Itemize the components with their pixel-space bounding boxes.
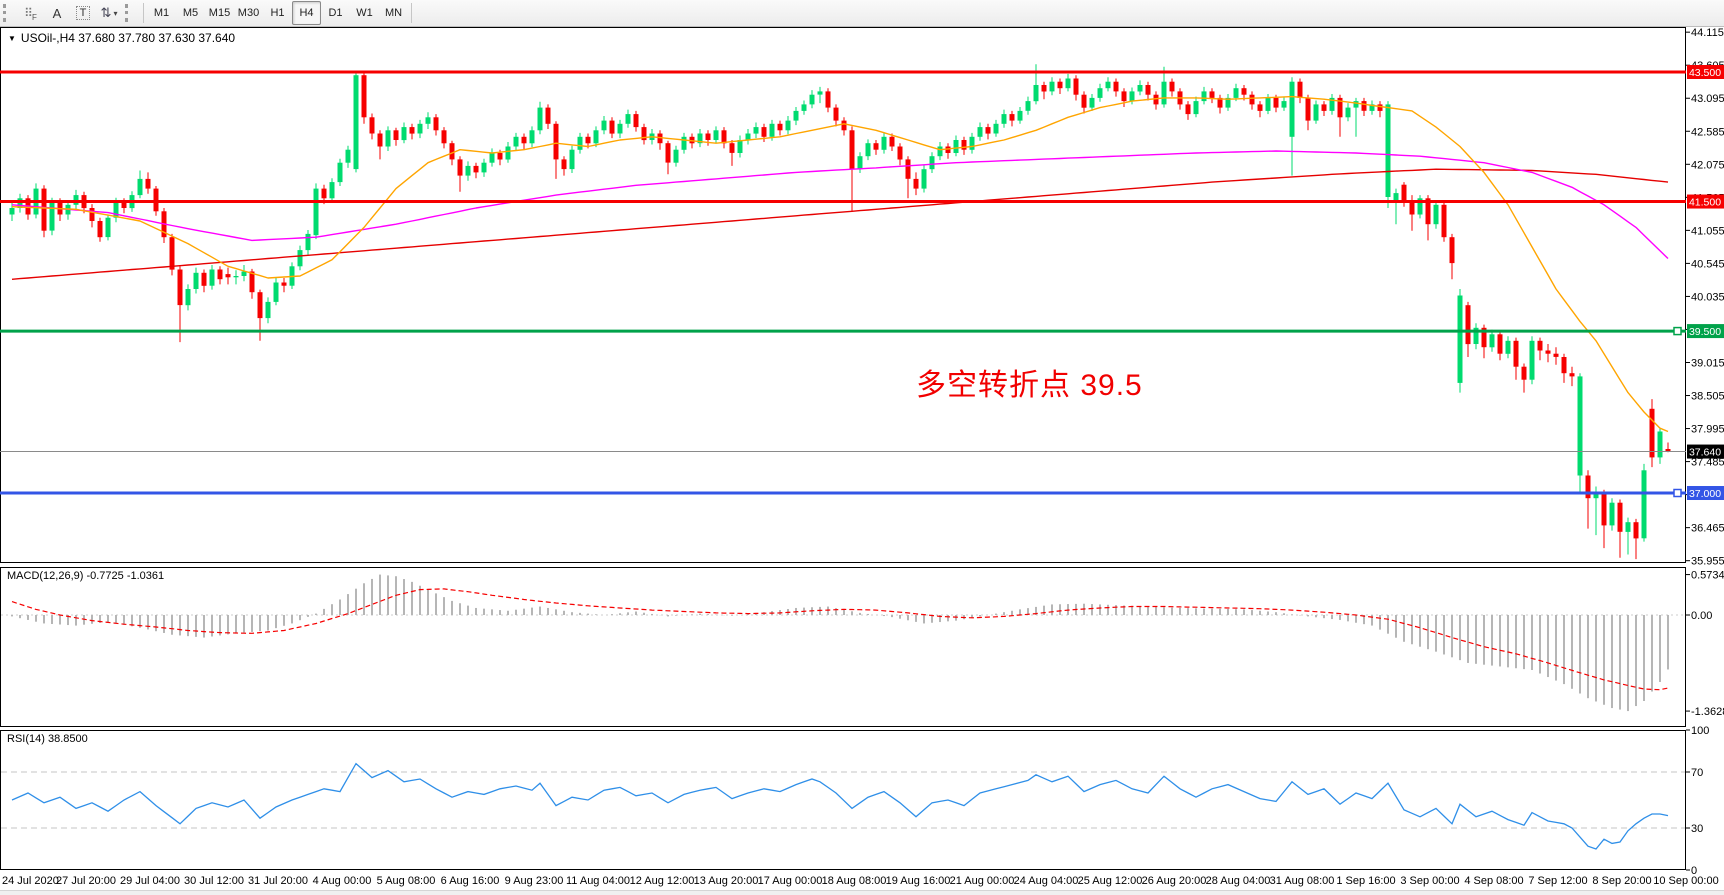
svg-text:43.095: 43.095	[1691, 93, 1724, 105]
svg-text:39.015: 39.015	[1691, 357, 1724, 369]
svg-text:8 Sep 20:00: 8 Sep 20:00	[1592, 875, 1651, 887]
svg-text:36.465: 36.465	[1691, 523, 1724, 535]
hline-handle-39.500[interactable]	[1673, 326, 1682, 336]
chart-annotation-text[interactable]: 多空转折点 39.5	[916, 369, 1143, 402]
svg-text:0.00: 0.00	[1691, 610, 1712, 622]
toolbar-drag-handle[interactable]	[3, 4, 14, 22]
svg-text:70: 70	[1691, 767, 1703, 779]
svg-text:0: 0	[1691, 865, 1697, 877]
horizontal-scrollbar[interactable]	[0, 890, 1724, 895]
ma-mid-magenta	[11, 150, 1669, 260]
timeframe-button-H4[interactable]: H4	[292, 1, 321, 25]
svg-text:42.075: 42.075	[1691, 159, 1724, 171]
svg-text:30: 30	[1691, 823, 1703, 835]
toolbar-icon-group: ⠿ F A T ⇅ ▾	[18, 1, 122, 25]
svg-text:18 Aug 08:00: 18 Aug 08:00	[822, 875, 887, 887]
svg-text:17 Aug 00:00: 17 Aug 00:00	[758, 875, 823, 887]
svg-text:44.115: 44.115	[1691, 27, 1724, 39]
svg-text:1 Sep 16:00: 1 Sep 16:00	[1336, 875, 1395, 887]
svg-text:10 Sep 00:00: 10 Sep 00:00	[1653, 875, 1718, 887]
toolbar-drag-handle-2[interactable]	[125, 4, 136, 22]
svg-text:29 Jul 04:00: 29 Jul 04:00	[120, 875, 180, 887]
macd-signal-line	[11, 588, 1669, 691]
timeframe-button-D1[interactable]: D1	[328, 7, 343, 19]
macd-indicator-label: MACD(12,26,9) -0.7725 -1.0361	[7, 570, 165, 582]
timeframe-button-group: M1 M5 M15 M30 H1 H4 D1 W1 MN	[147, 1, 408, 25]
svg-text:28 Aug 04:00: 28 Aug 04:00	[1206, 875, 1271, 887]
svg-text:19 Aug 16:00: 19 Aug 16:00	[886, 875, 951, 887]
timeframe-button-MN[interactable]: MN	[384, 7, 403, 19]
svg-text:40.545: 40.545	[1691, 258, 1724, 270]
pointer-a-icon[interactable]: A	[52, 5, 62, 21]
crosshair-arrows-icon-sub: ▾	[113, 8, 118, 18]
svg-text:0.5734: 0.5734	[1691, 570, 1724, 582]
svg-text:24 Jul 2020: 24 Jul 2020	[2, 875, 59, 887]
svg-text:100: 100	[1691, 725, 1709, 737]
svg-text:27 Jul 20:00: 27 Jul 20:00	[56, 875, 116, 887]
svg-text:13 Aug 20:00: 13 Aug 20:00	[694, 875, 759, 887]
svg-text:40.035: 40.035	[1691, 291, 1724, 303]
hline-handle-37.000[interactable]	[1673, 488, 1682, 498]
svg-text:41.055: 41.055	[1691, 225, 1724, 237]
text-tool-icon[interactable]: T	[70, 1, 96, 25]
grid-f-icon[interactable]: ⠿ F	[24, 6, 37, 22]
svg-text:3 Sep 00:00: 3 Sep 00:00	[1400, 875, 1459, 887]
svg-text:31 Aug 08:00: 31 Aug 08:00	[1270, 875, 1335, 887]
horizontal-levels	[0, 70, 1686, 498]
svg-text:37.485: 37.485	[1691, 457, 1724, 469]
toolbar-separator-2	[411, 3, 412, 23]
crosshair-arrows-icon[interactable]: ⇅ ▾	[100, 5, 118, 21]
svg-text:31 Jul 20:00: 31 Jul 20:00	[248, 875, 308, 887]
svg-text:26 Aug 20:00: 26 Aug 20:00	[1142, 875, 1207, 887]
rsi-indicator-label: RSI(14) 38.8500	[7, 733, 88, 745]
svg-text:24 Aug 04:00: 24 Aug 04:00	[1014, 875, 1079, 887]
svg-text:7 Sep 12:00: 7 Sep 12:00	[1528, 875, 1587, 887]
timeframe-button-M5[interactable]: M5	[182, 7, 199, 19]
svg-text:37.640: 37.640	[1689, 447, 1721, 459]
symbol-collapse-icon[interactable]: ▼	[8, 34, 16, 43]
toolbar-separator	[143, 3, 144, 23]
price-tags: 43.500 41.500 39.500 37.000 37.640	[1687, 65, 1724, 501]
toolbar: ⠿ F A T ⇅ ▾ M1 M5 M15 M30 H1 H4 D1 W1 MN	[0, 0, 1724, 27]
svg-text:21 Aug 00:00: 21 Aug 00:00	[950, 875, 1015, 887]
svg-text:38.505: 38.505	[1691, 391, 1724, 403]
svg-text:12 Aug 12:00: 12 Aug 12:00	[630, 875, 695, 887]
svg-text:42.585: 42.585	[1691, 126, 1724, 138]
timeframe-button-M1[interactable]: M1	[153, 7, 170, 19]
svg-text:37.995: 37.995	[1691, 424, 1724, 436]
price-axis: 44.11543.60543.09542.58542.07541.56541.0…	[1686, 27, 1724, 568]
candles	[9, 64, 1671, 560]
svg-text:6 Aug 16:00: 6 Aug 16:00	[441, 875, 500, 887]
timeframe-button-M15[interactable]: M15	[208, 7, 231, 19]
rsi-line	[11, 762, 1669, 850]
svg-text:5 Aug 08:00: 5 Aug 08:00	[377, 875, 436, 887]
ma-slow-red	[11, 168, 1669, 280]
svg-text:4 Sep 08:00: 4 Sep 08:00	[1464, 875, 1523, 887]
svg-text:41.500: 41.500	[1689, 197, 1721, 209]
pane-frames	[0, 27, 1686, 870]
ma-fast-orange	[11, 95, 1669, 433]
chart-title: ▼ USOil-,H4 37.680 37.780 37.630 37.640	[8, 31, 235, 45]
svg-text:43.500: 43.500	[1689, 67, 1721, 79]
svg-text:4 Aug 00:00: 4 Aug 00:00	[313, 875, 372, 887]
rsi-axis: 100 70 30 0	[1, 725, 1709, 877]
svg-text:11 Aug 04:00: 11 Aug 04:00	[566, 875, 630, 887]
svg-text:35.955: 35.955	[1691, 556, 1724, 568]
timeframe-button-M30[interactable]: M30	[237, 7, 260, 19]
svg-text:25 Aug 12:00: 25 Aug 12:00	[1078, 875, 1143, 887]
timeframe-button-W1[interactable]: W1	[356, 7, 373, 19]
timeframe-button-H1[interactable]: H1	[270, 7, 285, 19]
svg-text:-1.3628: -1.3628	[1691, 706, 1724, 718]
macd-histogram	[11, 574, 1669, 712]
svg-text:30 Jul 12:00: 30 Jul 12:00	[184, 875, 244, 887]
grid-f-icon-sub: F	[31, 12, 37, 22]
svg-text:9 Aug 23:00: 9 Aug 23:00	[505, 875, 564, 887]
svg-text:37.000: 37.000	[1689, 488, 1721, 500]
chart-title-text: USOil-,H4 37.680 37.780 37.630 37.640	[20, 31, 236, 45]
svg-text:39.500: 39.500	[1689, 326, 1721, 338]
